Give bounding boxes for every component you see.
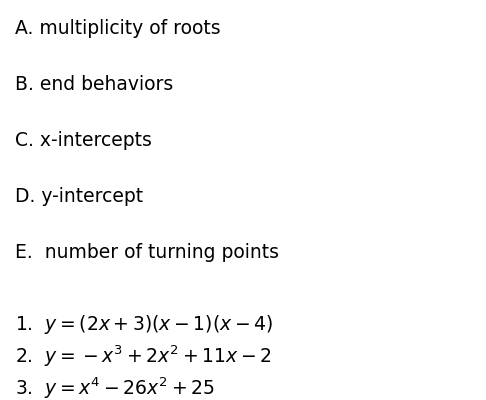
Text: 3.  $y=x^4-26x^2+25$: 3. $y=x^4-26x^2+25$ — [15, 375, 214, 400]
Text: 2.  $y=-x^3+2x^2+11x-2$: 2. $y=-x^3+2x^2+11x-2$ — [15, 343, 271, 369]
Text: D. y-intercept: D. y-intercept — [15, 186, 143, 206]
Text: A. multiplicity of roots: A. multiplicity of roots — [15, 18, 220, 38]
Text: E.  number of turning points: E. number of turning points — [15, 242, 278, 262]
Text: B. end behaviors: B. end behaviors — [15, 74, 173, 94]
Text: C. x-intercepts: C. x-intercepts — [15, 130, 152, 150]
Text: 1.  $y=(2x+3)(x-1)(x-4)$: 1. $y=(2x+3)(x-1)(x-4)$ — [15, 312, 273, 336]
